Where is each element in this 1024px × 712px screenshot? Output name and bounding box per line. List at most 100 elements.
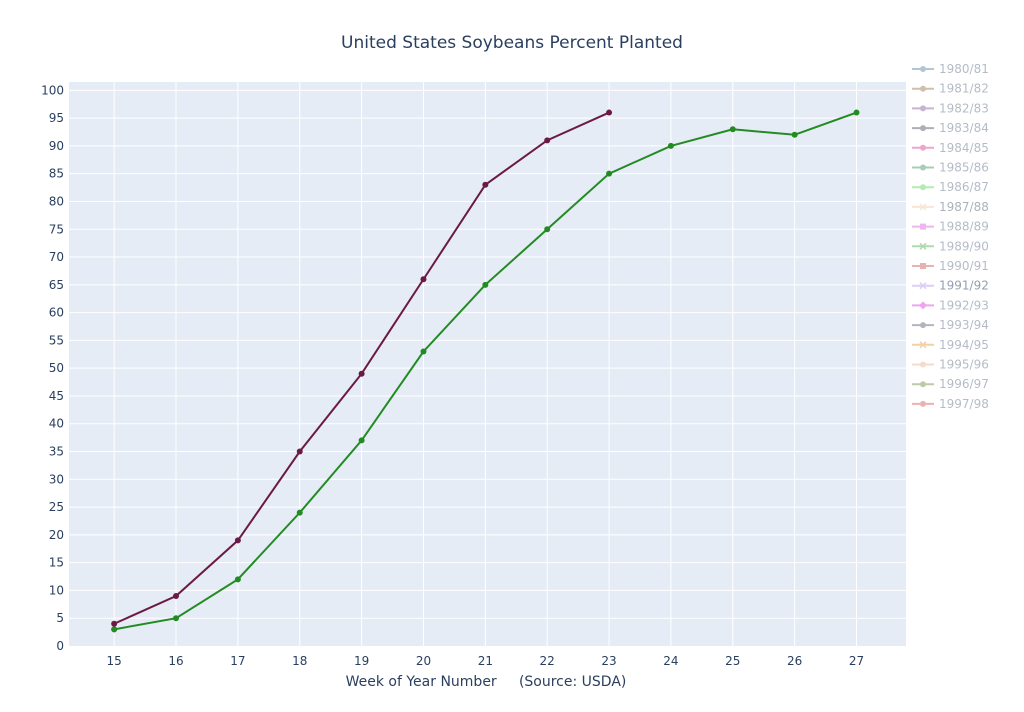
x-tick-label: 20	[416, 654, 431, 668]
y-tick-label: 85	[49, 167, 64, 181]
y-axis-ticks: 0 5 10 15 20 25 30 35 40 45 50 55 60 65 70 75 80 85 90 95 10…	[41, 83, 64, 653]
legend-label: 1982/83	[939, 101, 989, 115]
legend-item[interactable]: 1982/83	[912, 101, 989, 115]
legend-item[interactable]: 1986/87	[912, 180, 989, 194]
y-tick-label: 60	[49, 306, 64, 320]
legend-marker	[920, 400, 926, 407]
legend-item[interactable]: 1983/84	[912, 121, 989, 135]
data-point	[111, 626, 118, 633]
data-point	[173, 592, 180, 599]
legend-item[interactable]: 1994/95	[912, 338, 989, 352]
data-point	[420, 348, 427, 355]
y-tick-label: 75	[49, 222, 64, 236]
data-point	[791, 131, 798, 138]
data-point	[482, 181, 489, 188]
y-tick-label: 30	[49, 472, 64, 486]
data-point	[482, 281, 489, 288]
x-tick-label: 26	[787, 654, 802, 668]
y-tick-label: 20	[49, 528, 64, 542]
legend-marker	[920, 322, 926, 329]
legend-item[interactable]: 1996/97	[912, 377, 989, 391]
legend-marker	[920, 184, 926, 191]
y-tick-label: 100	[41, 83, 64, 97]
legend-marker	[920, 105, 926, 112]
legend-label: 1995/96	[939, 358, 989, 372]
y-tick-label: 35	[49, 445, 64, 459]
legend-marker	[920, 125, 926, 132]
data-point	[544, 137, 551, 144]
legend[interactable]: 1980/81 1981/82 1982/83 1983/84 1984/85 1985/…	[912, 62, 989, 411]
x-tick-label: 23	[601, 654, 616, 668]
legend-label: 1996/97	[939, 377, 989, 391]
x-tick-label: 25	[725, 654, 740, 668]
y-tick-label: 10	[49, 583, 64, 597]
x-axis-ticks: 15 16 17 18 19 20 21 22 23 24 25 26 27	[107, 654, 865, 668]
legend-label: 1988/89	[939, 220, 989, 234]
y-tick-label: 50	[49, 361, 64, 375]
legend-item[interactable]: 1980/81	[912, 62, 989, 76]
legend-label: 1987/88	[939, 200, 989, 214]
legend-marker	[919, 203, 927, 211]
x-tick-label: 27	[849, 654, 864, 668]
legend-marker	[919, 341, 927, 349]
y-tick-label: 95	[49, 111, 64, 125]
x-tick-label: 24	[663, 654, 678, 668]
data-point	[234, 576, 241, 583]
y-tick-label: 0	[56, 639, 64, 653]
data-point	[358, 370, 365, 377]
legend-label: 1984/85	[939, 141, 989, 155]
legend-marker	[920, 66, 926, 72]
legend-label: 1985/86	[939, 161, 989, 175]
y-tick-label: 5	[56, 611, 64, 625]
legend-marker	[919, 242, 927, 250]
x-tick-label: 19	[354, 654, 369, 668]
y-tick-label: 65	[49, 278, 64, 292]
legend-marker	[920, 85, 926, 92]
legend-label: 1992/93	[939, 298, 989, 312]
legend-label: 1991/92	[939, 279, 989, 293]
data-point	[729, 126, 736, 133]
legend-label: 1980/81	[939, 62, 989, 76]
legend-item[interactable]: 1992/93	[912, 298, 989, 312]
data-point	[173, 615, 180, 622]
data-point	[606, 109, 613, 116]
legend-label: 1986/87	[939, 180, 989, 194]
legend-item[interactable]: 1984/85	[912, 141, 989, 155]
x-tick-label: 18	[292, 654, 307, 668]
legend-item[interactable]: 1990/91	[912, 259, 989, 273]
legend-item[interactable]: 1997/98	[912, 397, 989, 411]
legend-marker	[920, 144, 926, 151]
legend-marker	[920, 361, 926, 368]
legend-item[interactable]: 1989/90	[912, 239, 989, 253]
y-tick-label: 80	[49, 194, 64, 208]
legend-item[interactable]: 1987/88	[912, 200, 989, 214]
y-tick-label: 90	[49, 139, 64, 153]
legend-label: 1994/95	[939, 338, 989, 352]
legend-marker	[919, 301, 927, 310]
series-lines	[111, 109, 860, 633]
legend-item[interactable]: 1991/92	[912, 279, 989, 293]
legend-item[interactable]: 1981/82	[912, 82, 989, 96]
x-tick-label: 22	[540, 654, 555, 668]
legend-item[interactable]: 1993/94	[912, 318, 989, 332]
chart-title: United States Soybeans Percent Planted	[341, 33, 683, 53]
x-tick-label: 21	[478, 654, 493, 668]
y-tick-label: 15	[49, 556, 64, 570]
legend-item[interactable]: 1988/89	[912, 220, 989, 234]
y-tick-label: 70	[49, 250, 64, 264]
y-tick-label: 40	[49, 417, 64, 431]
legend-item[interactable]: 1995/96	[912, 358, 989, 372]
legend-label: 1990/91	[939, 259, 989, 273]
data-point	[606, 170, 613, 177]
legend-item[interactable]: 1985/86	[912, 161, 989, 175]
y-tick-label: 55	[49, 333, 64, 347]
legend-marker	[920, 263, 926, 269]
series-18	[111, 109, 860, 633]
data-point	[111, 620, 118, 627]
data-point	[296, 448, 303, 455]
x-tick-label: 16	[168, 654, 183, 668]
legend-marker	[920, 164, 926, 171]
plot-area	[69, 82, 906, 646]
x-axis-title: Week of Year Number (Source: USDA)	[346, 674, 627, 690]
legend-marker	[919, 282, 927, 290]
